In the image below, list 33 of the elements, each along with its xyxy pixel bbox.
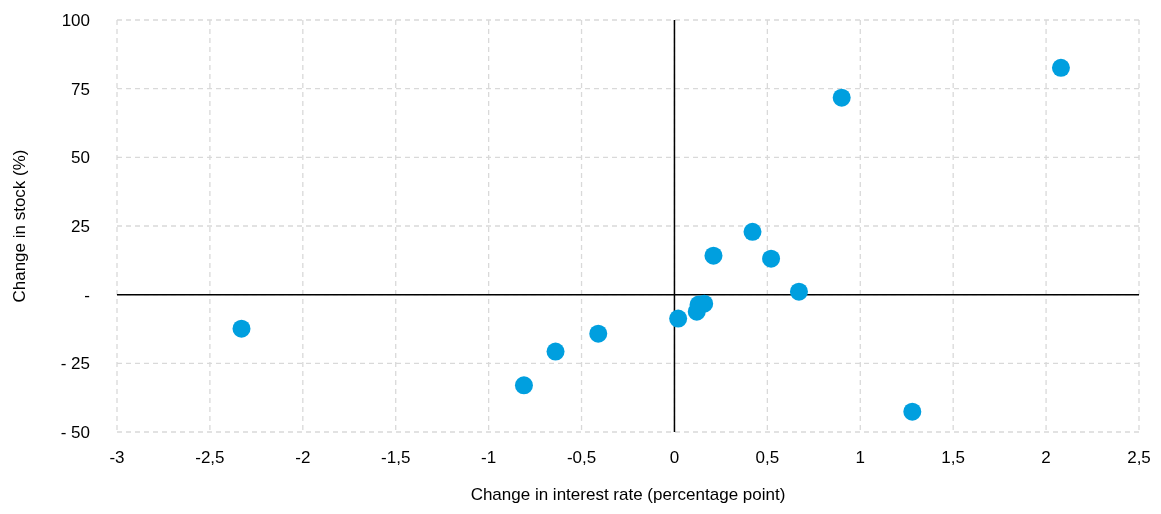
x-tick-label: 2,5 bbox=[1127, 448, 1151, 467]
point bbox=[669, 309, 688, 328]
y-tick-label: 25 bbox=[71, 217, 90, 236]
x-tick-label: -2,5 bbox=[195, 448, 225, 467]
point bbox=[514, 376, 533, 395]
point bbox=[546, 342, 565, 361]
point bbox=[762, 249, 781, 268]
point bbox=[1051, 58, 1070, 77]
x-tick-label: -2 bbox=[295, 448, 311, 467]
x-tick-label: 0,5 bbox=[755, 448, 780, 467]
point bbox=[743, 222, 762, 241]
x-tick-label: -1 bbox=[481, 448, 497, 467]
y-tick-label: 75 bbox=[71, 79, 90, 99]
point bbox=[789, 282, 808, 301]
point bbox=[232, 319, 251, 338]
y-tick-label: - 50 bbox=[60, 423, 90, 442]
y-tick-label: 100 bbox=[61, 11, 90, 30]
x-tick-label: 0 bbox=[669, 448, 680, 467]
point bbox=[704, 246, 723, 265]
y-tick-label: - 25 bbox=[60, 354, 90, 374]
x-axis-title: Change in interest rate (percentage point) bbox=[470, 485, 786, 504]
y-tick-label: 50 bbox=[71, 148, 90, 168]
x-tick-label: 2 bbox=[1041, 448, 1051, 467]
x-tick-label: 1,5 bbox=[941, 448, 965, 467]
y-tick-label: - bbox=[84, 285, 90, 305]
x-tick-label: -1,5 bbox=[381, 448, 411, 467]
point bbox=[589, 324, 608, 343]
x-tick-label: -3 bbox=[109, 448, 125, 467]
x-tick-label: 1 bbox=[855, 448, 866, 467]
y-axis-title: Change in stock (%) bbox=[10, 149, 29, 303]
x-tick-label: -0,5 bbox=[566, 448, 597, 467]
point bbox=[832, 88, 851, 107]
point bbox=[903, 402, 922, 421]
